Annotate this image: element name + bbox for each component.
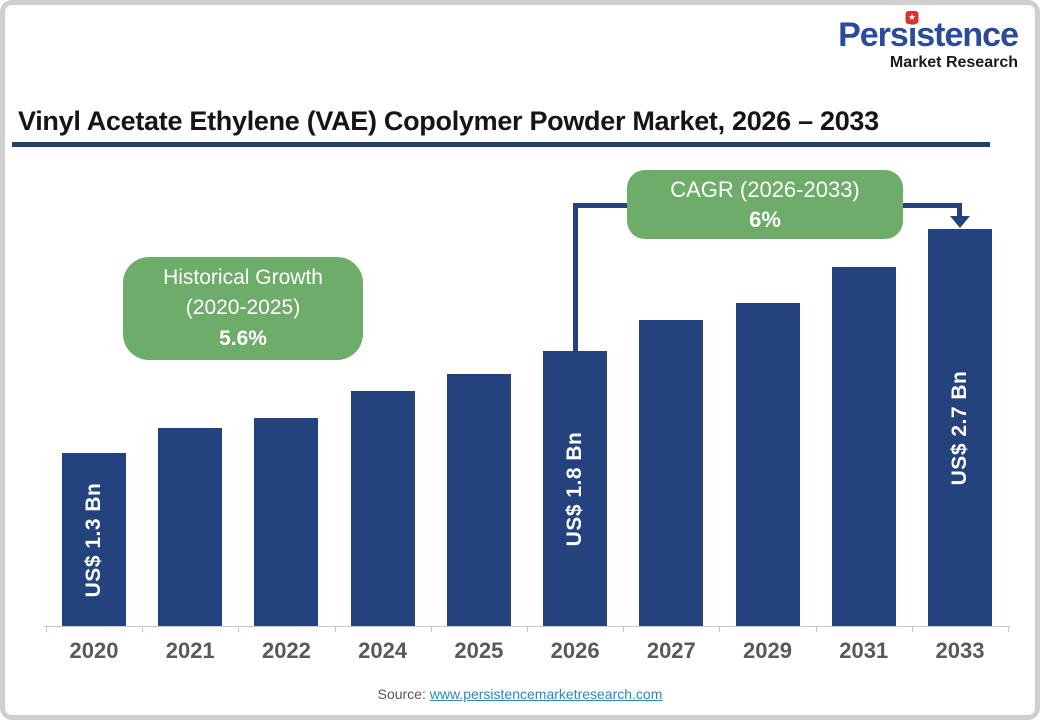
axis-tick bbox=[623, 626, 625, 632]
x-axis-label-2022: 2022 bbox=[261, 638, 311, 663]
x-axis-label-2031: 2031 bbox=[839, 638, 889, 663]
connector-right-vertical bbox=[957, 203, 963, 216]
connector-left-vertical bbox=[572, 203, 578, 351]
axis-tick bbox=[1008, 626, 1010, 632]
x-axis-label-2020: 2020 bbox=[69, 638, 119, 663]
bar-2026: US$ 1.8 Bn bbox=[543, 351, 608, 626]
x-axis-label-2027: 2027 bbox=[646, 638, 696, 663]
bar-2022 bbox=[254, 418, 319, 626]
axis-tick bbox=[911, 626, 913, 632]
x-axis-label-2021: 2021 bbox=[165, 638, 215, 663]
source-link[interactable]: www.persistencemarketresearch.com bbox=[429, 686, 663, 702]
bar-2025 bbox=[446, 374, 511, 626]
bar-2029 bbox=[735, 303, 800, 626]
brand-wordmark: Pers i ★ stence bbox=[838, 11, 1019, 54]
arrow-down-icon bbox=[949, 216, 970, 228]
bar-2033: US$ 2.7 Bn bbox=[927, 229, 992, 626]
source-prefix: Source: bbox=[377, 686, 430, 702]
historical-growth-callout: Historical Growth (2020-2025) 5.6% bbox=[123, 257, 363, 360]
x-axis-label-2026: 2026 bbox=[550, 638, 600, 663]
x-axis-label-2029: 2029 bbox=[743, 638, 792, 663]
x-axis-label-2025: 2025 bbox=[454, 638, 504, 663]
axis-tick bbox=[430, 626, 432, 632]
axis-tick bbox=[142, 626, 144, 632]
axis-tick bbox=[815, 626, 817, 632]
page-title: Vinyl Acetate Ethylene (VAE) Copolymer P… bbox=[18, 106, 879, 136]
axis-tick bbox=[238, 626, 240, 632]
brand-text-pre: Pers bbox=[838, 16, 909, 54]
cagr-callout: CAGR (2026-2033) 6% bbox=[627, 170, 903, 239]
bar-2031 bbox=[831, 267, 896, 626]
cagr-line1: CAGR (2026-2033) bbox=[670, 176, 860, 202]
historical-growth-line2: (2020-2025) bbox=[185, 296, 301, 320]
brand-logo: Pers i ★ stence Market Research bbox=[838, 11, 1019, 71]
bar-2027 bbox=[639, 320, 704, 626]
axis-tick bbox=[45, 626, 47, 632]
historical-growth-value: 5.6% bbox=[219, 326, 267, 350]
axis-tick bbox=[334, 626, 336, 632]
axis-tick bbox=[526, 626, 528, 632]
bar-2021 bbox=[158, 428, 223, 626]
cagr-value: 6% bbox=[749, 206, 781, 232]
bar-2020: US$ 1.3 Bn bbox=[62, 453, 126, 626]
brand-subtitle: Market Research bbox=[889, 54, 1018, 71]
star-icon: ★ bbox=[905, 11, 919, 24]
bar-2024 bbox=[350, 391, 415, 626]
title-underline bbox=[12, 142, 990, 147]
brand-text-post: stence bbox=[916, 16, 1019, 54]
axis-tick bbox=[719, 626, 721, 632]
brand-letter-i: i ★ bbox=[905, 11, 919, 52]
x-axis-label-2024: 2024 bbox=[358, 638, 408, 663]
historical-growth-line1: Historical Growth bbox=[163, 265, 323, 289]
source-line: Source: www.persistencemarketresearch.co… bbox=[0, 686, 1040, 702]
x-axis-label-2033: 2033 bbox=[935, 638, 985, 663]
